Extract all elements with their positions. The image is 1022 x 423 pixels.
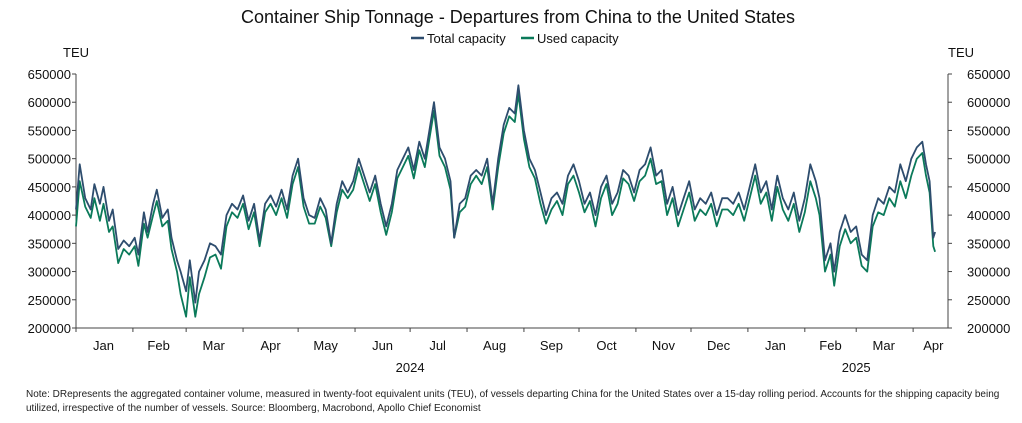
y-tick-label-left: 600000 bbox=[28, 95, 71, 110]
x-tick-label: Aug bbox=[483, 338, 506, 353]
y-tick-label-right: 450000 bbox=[967, 180, 1010, 195]
legend-item-used-capacity-label: Used capacity bbox=[537, 31, 619, 46]
x-tick-label: Jun bbox=[372, 338, 393, 353]
x-tick-label: Mar bbox=[873, 338, 896, 353]
legend-item-total-capacity-label: Total capacity bbox=[427, 31, 506, 46]
x-tick-label: Sep bbox=[540, 338, 563, 353]
y-tick-label-right: 550000 bbox=[967, 123, 1010, 138]
chart-note: Note: DRepresents the aggregated contain… bbox=[26, 389, 1000, 414]
x-tick-label: Jan bbox=[765, 338, 786, 353]
series-line-total-capacity bbox=[75, 84, 936, 304]
x-tick-label: Apr bbox=[923, 338, 944, 353]
x-year-label: 2024 bbox=[396, 360, 425, 375]
x-tick-label: Nov bbox=[652, 338, 676, 353]
y-tick-label-left: 250000 bbox=[28, 293, 71, 308]
y-tick-label-right: 200000 bbox=[967, 321, 1010, 336]
series-layer bbox=[75, 84, 936, 318]
x-tick-label: Dec bbox=[707, 338, 731, 353]
y-tick-label-left: 500000 bbox=[28, 152, 71, 167]
x-tick-label: Feb bbox=[819, 338, 841, 353]
y-tick-label-left: 350000 bbox=[28, 236, 71, 251]
y-tick-label-left: 400000 bbox=[28, 208, 71, 223]
y-tick-label-right: 500000 bbox=[967, 152, 1010, 167]
y-axis-label-left: TEU bbox=[63, 45, 89, 60]
y-tick-label-right: 300000 bbox=[967, 265, 1010, 280]
y-tick-label-left: 450000 bbox=[28, 180, 71, 195]
x-tick-label: Apr bbox=[260, 338, 281, 353]
y-tick-label-left: 300000 bbox=[28, 265, 71, 280]
x-tick-label: Oct bbox=[596, 338, 617, 353]
y-axis-left: 200000 250000 300000 350000 400000 450000 5000… bbox=[28, 67, 77, 336]
chart-svg: Container Ship Tonnage - Departures from… bbox=[28, 7, 1011, 375]
x-tick-label: Jul bbox=[429, 338, 446, 353]
y-tick-label-left: 550000 bbox=[28, 123, 71, 138]
y-tick-label-left: 200000 bbox=[28, 321, 71, 336]
x-tick-label: May bbox=[313, 338, 338, 353]
x-year-label: 2025 bbox=[842, 360, 871, 375]
y-tick-label-right: 650000 bbox=[967, 67, 1010, 82]
chart-title: Container Ship Tonnage - Departures from… bbox=[241, 7, 795, 27]
y-tick-label-right: 400000 bbox=[967, 208, 1010, 223]
series-line-used-capacity bbox=[75, 92, 936, 318]
x-tick-label: Mar bbox=[202, 338, 225, 353]
y-tick-label-right: 350000 bbox=[967, 236, 1010, 251]
legend: Total capacity Used capacity bbox=[411, 31, 619, 46]
y-tick-label-left: 650000 bbox=[28, 67, 71, 82]
y-tick-label-right: 600000 bbox=[967, 95, 1010, 110]
x-tick-label: Feb bbox=[147, 338, 169, 353]
x-tick-label: Jan bbox=[93, 338, 114, 353]
x-axis: Jan Feb Mar Apr May Jun Jul Aug Sep Oct Nov Dec Jan F… bbox=[75, 327, 948, 375]
y-axis-label-right: TEU bbox=[948, 45, 974, 60]
y-tick-label-right: 250000 bbox=[967, 293, 1010, 308]
y-axis-right: 200000 250000 300000 350000 400000 450000 5000… bbox=[947, 67, 1010, 336]
